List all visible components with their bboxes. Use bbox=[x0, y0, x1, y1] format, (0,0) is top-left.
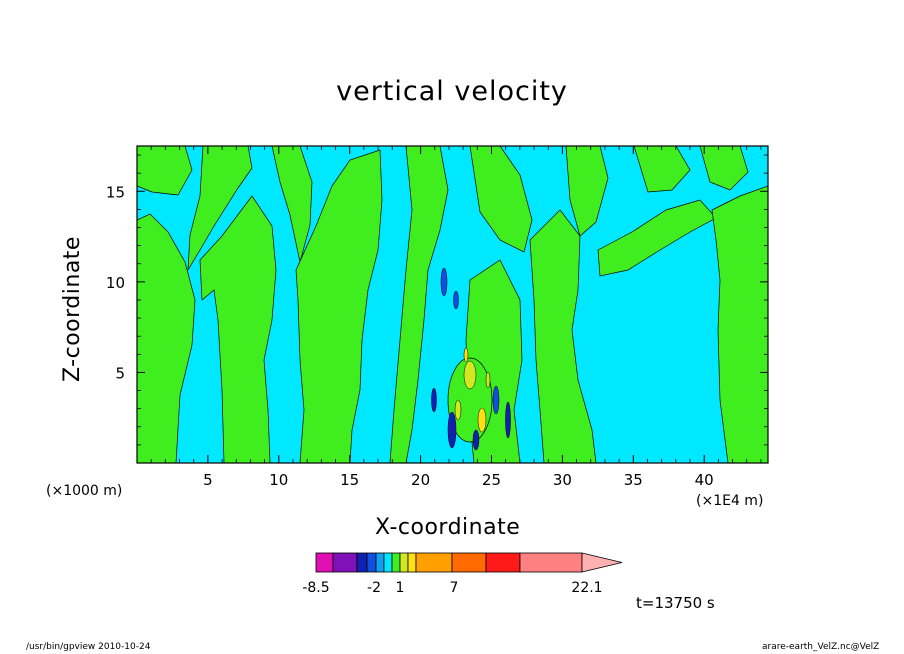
colorbar-segment bbox=[519, 552, 583, 573]
colorbar-label: 22.1 bbox=[571, 580, 602, 596]
x-tick-label: 25 bbox=[482, 471, 501, 489]
x-tick-label: 5 bbox=[203, 471, 213, 489]
colorbar-segment bbox=[356, 552, 368, 573]
colorbar-label: -8.5 bbox=[302, 580, 329, 596]
footer-right: arare-earth_VelZ.nc@VelZ bbox=[762, 642, 880, 652]
axis-ticks: 5 10 15 20 25 30 35 40 5 10 15 bbox=[106, 146, 768, 489]
x-tick-label: 35 bbox=[624, 471, 643, 489]
x-axis-label: X-coordinate bbox=[375, 515, 521, 540]
plot-frame bbox=[136, 145, 769, 464]
x-tick-label: 40 bbox=[695, 471, 714, 489]
colorbar-segment bbox=[315, 552, 334, 573]
colorbar-segment bbox=[407, 552, 417, 573]
contour-field bbox=[137, 146, 768, 463]
footer-left: /usr/bin/gpview 2010-10-24 bbox=[26, 642, 151, 652]
x-tick-label: 10 bbox=[269, 471, 288, 489]
colorbar-segment bbox=[375, 552, 385, 573]
x-tick-label: 15 bbox=[340, 471, 359, 489]
colorbar-segment bbox=[485, 552, 521, 573]
colorbar-segment bbox=[451, 552, 487, 573]
y-tick-label: 15 bbox=[106, 183, 125, 201]
y-axis-unit: (×1000 m) bbox=[46, 483, 123, 499]
colorbar-segment bbox=[383, 552, 393, 573]
chart-title: vertical velocity bbox=[336, 76, 568, 107]
colorbar-segment bbox=[332, 552, 358, 573]
colorbar-segment bbox=[415, 552, 453, 573]
colorbar-label: 7 bbox=[450, 580, 459, 596]
colorbar: -8.5 -2 1 7 22.1 bbox=[302, 552, 623, 596]
colorbar-arrow bbox=[581, 552, 623, 573]
colorbar-segment bbox=[366, 552, 377, 573]
x-tick-label: 20 bbox=[411, 471, 430, 489]
colorbar-segment bbox=[391, 552, 401, 573]
y-tick-label: 10 bbox=[106, 274, 125, 292]
colorbar-segment bbox=[399, 552, 409, 573]
y-tick-label: 5 bbox=[115, 364, 125, 382]
colorbar-label: 1 bbox=[396, 580, 405, 596]
x-tick-label: 30 bbox=[553, 471, 572, 489]
colorbar-label: -2 bbox=[367, 580, 381, 596]
x-axis-unit: (×1E4 m) bbox=[696, 493, 764, 509]
convective-core bbox=[431, 267, 511, 451]
green-regions bbox=[137, 146, 768, 463]
time-annotation: t=13750 s bbox=[636, 594, 715, 612]
